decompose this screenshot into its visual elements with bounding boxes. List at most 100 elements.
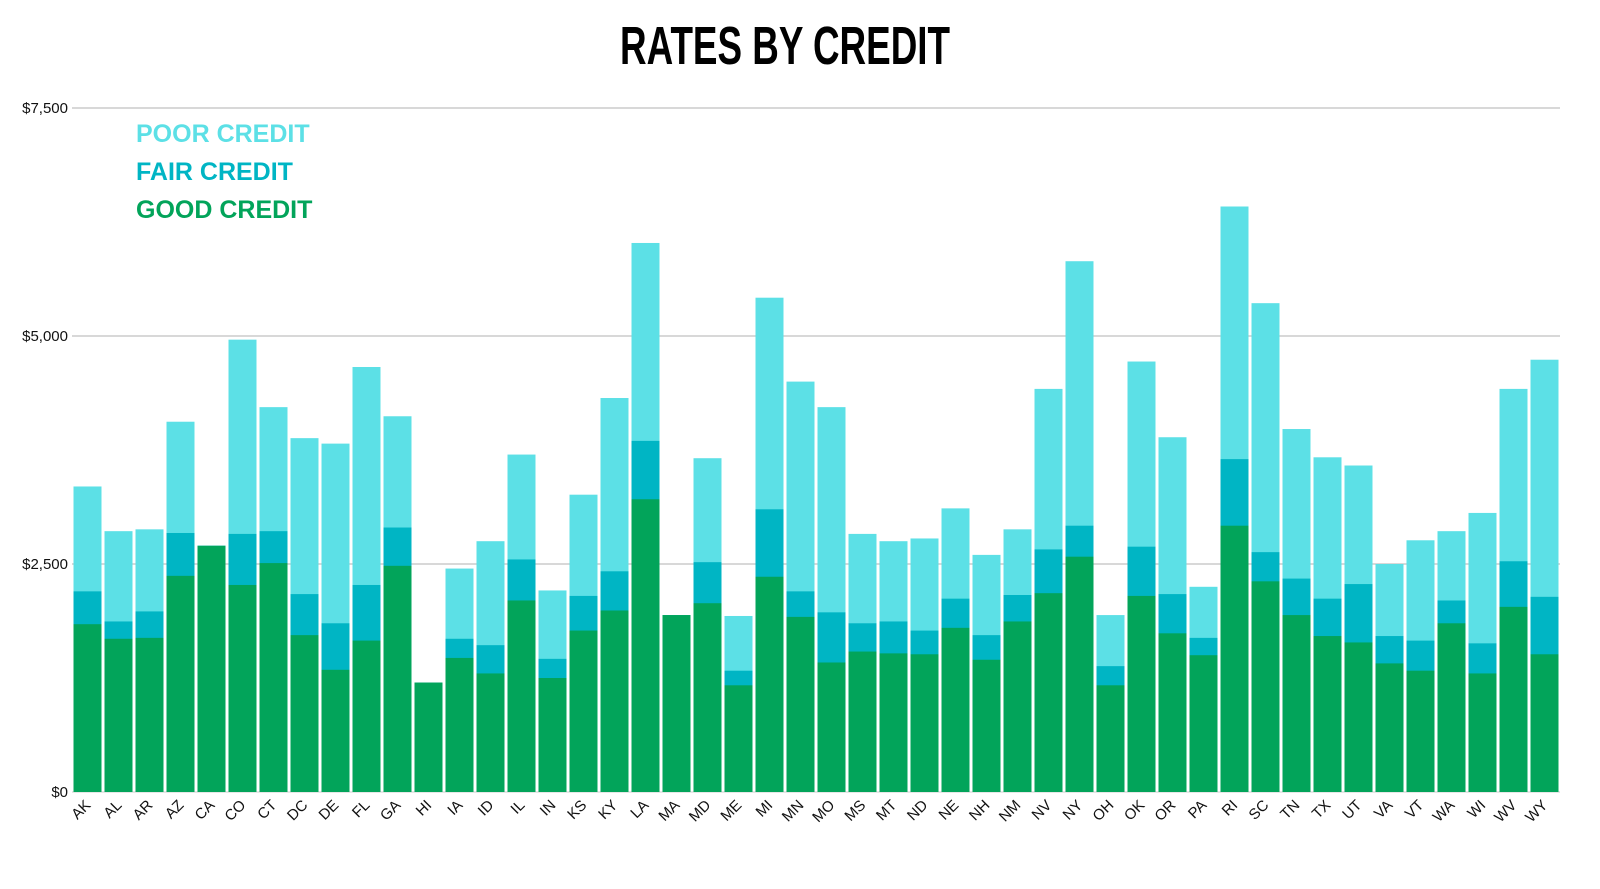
x-tick-label: AR xyxy=(130,797,157,824)
bar-de-good xyxy=(321,669,350,792)
bar-ar-good xyxy=(135,637,164,792)
x-tick-label: IA xyxy=(444,797,466,819)
x-tick-label: PA xyxy=(1185,797,1210,822)
x-tick-label: NM xyxy=(996,797,1025,826)
x-tick-label: OK xyxy=(1121,797,1148,824)
y-tick-label: $7,500 xyxy=(22,100,68,117)
bar-tx-good xyxy=(1313,636,1342,792)
x-tick-label: MO xyxy=(809,797,838,826)
x-tick-label: GA xyxy=(377,797,404,824)
legend-item: POOR CREDIT xyxy=(136,120,310,148)
x-tick-label: RI xyxy=(1219,797,1242,820)
bar-ri-good xyxy=(1220,525,1249,792)
bar-nm-good xyxy=(1003,621,1032,792)
x-tick-label: HI xyxy=(413,797,436,820)
x-tick-label: WI xyxy=(1464,797,1489,822)
x-tick-label: MT xyxy=(873,797,900,824)
bar-wy-good xyxy=(1530,654,1559,792)
gridlines xyxy=(72,107,1560,793)
bar-hi-good xyxy=(414,682,443,792)
x-axis: AK AL AR AZ CA CO CT DC DE FL GA HI IA ID IL IN KS KY LA MA… xyxy=(68,797,1551,826)
bar-fl-good xyxy=(352,640,381,792)
bar-ga-good xyxy=(383,565,412,792)
bar-me-good xyxy=(724,685,753,792)
legend-item: FAIR CREDIT xyxy=(136,158,293,186)
x-tick-label: NH xyxy=(966,797,993,824)
bar-mo-good xyxy=(817,662,846,792)
bar-oh-good xyxy=(1096,685,1125,792)
x-tick-label: MD xyxy=(686,797,715,826)
bar-ks-good xyxy=(569,630,598,792)
bar-nd-good xyxy=(910,654,939,792)
x-tick-label: WY xyxy=(1522,797,1551,826)
bars xyxy=(73,206,1559,793)
legend: POOR CREDIT FAIR CREDIT GOOD CREDIT xyxy=(136,120,312,224)
x-tick-label: ND xyxy=(904,797,931,824)
bar-dc-good xyxy=(290,635,319,792)
bar-il-good xyxy=(507,600,536,792)
bar-tn-good xyxy=(1282,615,1311,792)
y-axis: $0 $2,500 $5,000 $7,500 xyxy=(22,100,68,801)
bar-ca-good xyxy=(197,545,226,792)
bar-va-good xyxy=(1375,663,1404,792)
x-tick-label: CA xyxy=(192,797,219,824)
bar-pa-good xyxy=(1189,655,1218,792)
x-tick-label: WV xyxy=(1491,797,1520,826)
bar-ms-good xyxy=(848,651,877,792)
bar-mn-good xyxy=(786,616,815,792)
x-tick-label: MA xyxy=(655,797,683,825)
x-tick-label: CO xyxy=(221,797,249,825)
x-tick-label: CT xyxy=(254,797,280,823)
bar-co-good xyxy=(228,584,257,792)
x-tick-label: SC xyxy=(1246,797,1273,824)
bar-ct-good xyxy=(259,563,288,792)
x-tick-label: NE xyxy=(936,797,963,824)
bar-in-good xyxy=(538,678,567,792)
bar-ky-good xyxy=(600,610,629,792)
x-tick-label: NV xyxy=(1029,797,1056,824)
bar-ny-good xyxy=(1065,556,1094,792)
bar-sc-good xyxy=(1251,581,1280,792)
bar-al-good xyxy=(104,638,133,792)
y-tick-label: $5,000 xyxy=(22,328,68,345)
x-tick-label: UT xyxy=(1339,797,1365,823)
x-tick-label: OH xyxy=(1089,797,1117,825)
legend-item: GOOD CREDIT xyxy=(136,196,312,224)
x-tick-label: ID xyxy=(475,797,498,820)
bar-wi-good xyxy=(1468,673,1497,792)
x-tick-label: KS xyxy=(564,797,590,823)
x-tick-label: AK xyxy=(68,797,94,823)
bar-mi-good xyxy=(755,576,784,792)
y-tick-label: $0 xyxy=(51,784,68,801)
bar-nh-good xyxy=(972,659,1001,792)
x-tick-label: AL xyxy=(100,797,125,822)
bar-la-good xyxy=(631,499,660,792)
bar-ak-good xyxy=(73,624,102,792)
bar-id-good xyxy=(476,673,505,792)
x-tick-label: AZ xyxy=(162,797,188,823)
x-tick-label: TX xyxy=(1309,797,1335,823)
bar-mt-good xyxy=(879,653,908,792)
bar-ma-good xyxy=(662,615,691,792)
x-tick-label: MN xyxy=(779,797,808,826)
bar-vt-good xyxy=(1406,670,1435,792)
bar-ne-good xyxy=(941,627,970,792)
bar-nv-good xyxy=(1034,593,1063,792)
bar-ok-good xyxy=(1127,595,1156,792)
series-good-credit xyxy=(73,499,1559,792)
x-tick-label: IN xyxy=(537,797,560,820)
bar-wv-good xyxy=(1499,606,1528,792)
x-tick-label: WA xyxy=(1430,797,1459,826)
x-tick-label: DE xyxy=(316,797,343,824)
x-tick-label: LA xyxy=(627,797,652,822)
x-tick-label: FL xyxy=(349,797,373,821)
x-tick-label: MI xyxy=(753,797,777,821)
bar-md-good xyxy=(693,603,722,792)
x-tick-label: OR xyxy=(1151,797,1179,825)
y-tick-label: $2,500 xyxy=(22,556,68,573)
x-tick-label: MS xyxy=(841,797,869,825)
x-tick-label: ME xyxy=(717,797,745,825)
bar-az-good xyxy=(166,575,195,792)
bar-ia-good xyxy=(445,657,474,792)
